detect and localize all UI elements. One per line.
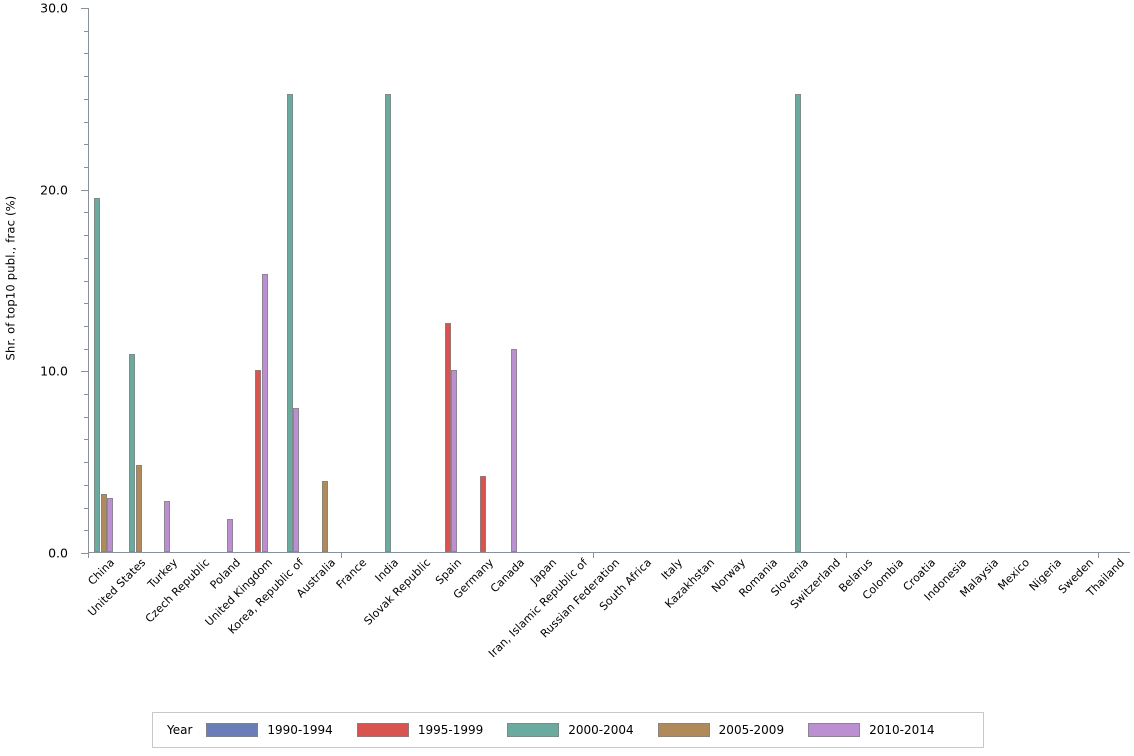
bar <box>261 274 268 552</box>
y-tick-major <box>81 371 88 373</box>
y-tick-label: 0.0 <box>48 545 68 561</box>
y-tick-minor <box>84 76 88 78</box>
legend-entry[interactable]: 2010-2014 <box>808 723 935 737</box>
legend-label: 2010-2014 <box>869 723 935 737</box>
x-tick-label: Canada <box>488 556 528 596</box>
x-tick-label: Italy <box>658 556 686 583</box>
bar <box>795 94 802 552</box>
bar <box>384 94 391 552</box>
legend-entry[interactable]: 2000-2004 <box>507 723 634 737</box>
y-tick-major <box>81 8 88 9</box>
bar <box>227 519 234 552</box>
y-axis-title-text: Shr. of top10 publ., frac (%) <box>3 195 17 360</box>
bar <box>479 475 486 552</box>
bar <box>100 493 107 552</box>
bar <box>321 481 328 552</box>
x-tick <box>88 553 89 558</box>
y-tick-minor <box>84 166 88 168</box>
y-tick-label: 30.0 <box>40 0 68 16</box>
x-tick-label: United States <box>85 556 149 619</box>
legend-entry[interactable]: 1990-1994 <box>206 723 333 737</box>
x-tick-label: India <box>372 556 402 585</box>
x-tick-label: France <box>334 556 370 592</box>
y-tick-minor <box>84 484 88 486</box>
legend: Year 1990-1994 1995-1999 2000-2004 2005-200… <box>152 712 984 748</box>
y-tick-label: 20.0 <box>40 182 68 198</box>
bar <box>163 501 170 552</box>
y-tick-minor <box>84 53 88 55</box>
legend-label: 2000-2004 <box>568 723 634 737</box>
y-tick-minor <box>84 416 88 418</box>
y-tick-minor <box>84 98 88 100</box>
legend-entry[interactable]: 1995-1999 <box>356 723 484 737</box>
y-tick-label: 10.0 <box>40 363 68 379</box>
bar <box>107 497 114 552</box>
legend-swatch <box>808 723 861 737</box>
x-axis-tick-labels: China United States Turkey Czech Republic Po… <box>0 556 1134 696</box>
y-tick-minor <box>84 348 88 350</box>
bar <box>451 370 458 552</box>
legend-swatch <box>206 723 259 737</box>
y-tick-minor <box>84 235 88 237</box>
bar <box>293 408 300 552</box>
bar <box>444 323 451 552</box>
legend-label: 2005-2009 <box>718 723 785 737</box>
legend-title: Year <box>167 723 193 737</box>
x-tick-label: Mexico <box>995 556 1033 593</box>
bar <box>286 94 293 552</box>
x-axis-spine <box>88 552 1130 553</box>
x-tick <box>1098 553 1100 558</box>
legend-swatch <box>507 723 560 737</box>
y-axis-tick-labels: 0.0 10.0 20.0 30.0 <box>22 0 74 561</box>
legend-swatch <box>657 723 710 737</box>
x-tick <box>593 553 595 558</box>
y-tick-minor <box>84 212 88 214</box>
y-tick-minor <box>84 462 88 464</box>
y-tick-minor <box>84 280 88 282</box>
bar <box>129 353 136 552</box>
y-tick-minor <box>84 30 88 32</box>
x-tick <box>845 553 847 558</box>
y-axis-spine <box>88 8 89 553</box>
y-tick-minor <box>84 303 88 305</box>
y-tick-minor <box>84 507 88 509</box>
bar <box>94 197 101 552</box>
legend-label: 1990-1994 <box>267 723 333 737</box>
y-tick-minor <box>84 144 88 146</box>
legend-entries: 1990-1994 1995-1999 2000-2004 2005-2009 2010… <box>206 723 958 737</box>
legend-label: 1995-1999 <box>417 723 484 737</box>
y-tick-major <box>81 189 88 191</box>
y-tick-minor <box>84 530 88 532</box>
y-axis-title: Shr. of top10 publ., frac (%) <box>0 0 20 555</box>
bar <box>255 370 262 552</box>
legend-entry[interactable]: 2005-2009 <box>657 723 785 737</box>
legend-swatch <box>356 723 409 737</box>
bar <box>135 464 142 552</box>
bar <box>511 348 518 552</box>
y-tick-minor <box>84 325 88 327</box>
y-tick-minor <box>84 394 88 396</box>
y-tick-major <box>81 553 88 554</box>
plot-area <box>81 8 1130 558</box>
y-tick-minor <box>84 257 88 259</box>
y-tick-minor <box>84 121 88 123</box>
y-tick-minor <box>84 439 88 441</box>
x-tick <box>340 553 342 558</box>
